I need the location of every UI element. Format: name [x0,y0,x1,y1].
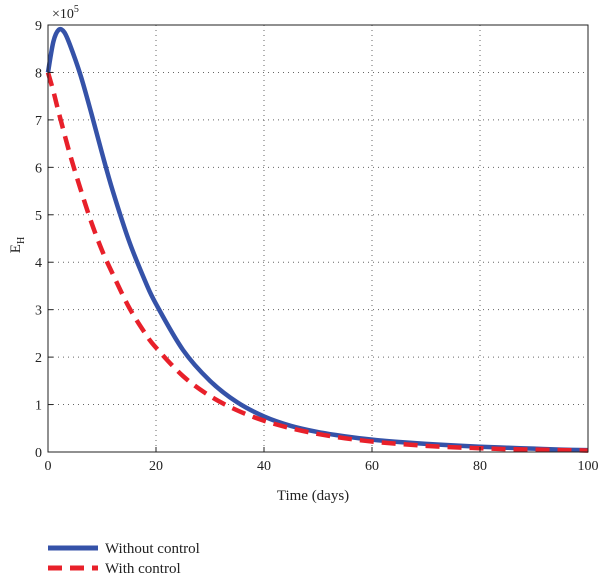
plot-frame [47,24,589,453]
svg-text:EH: EH [8,237,27,253]
x-tick-label: 20 [149,459,163,474]
y-tick-label: 6 [35,161,42,176]
y-axis-label: EH [8,237,27,253]
y-tick-label: 5 [35,209,42,224]
y-tick-label: 4 [35,256,42,271]
y-tick-label: 1 [35,399,42,414]
y-tick-label: 8 [35,66,42,81]
y-axis-label-subscript: H [16,237,27,244]
axis-ticks: 0 20 40 60 80 100 0 1 2 3 4 5 6 7 8 9 [35,19,599,474]
y-tick-label: 3 [35,304,42,319]
legend-label-without-control: Without control [105,541,200,557]
x-tick-label: 80 [473,459,487,474]
x-tick-label: 40 [257,459,271,474]
legend: Without control With control [48,541,200,577]
y-tick-label: 2 [35,351,42,366]
y-tick-label: 9 [35,19,42,34]
y-tick-label: 0 [35,446,42,461]
series-lines [45,26,589,453]
legend-label-with-control: With control [105,561,181,577]
y-axis-label-main: E [8,244,24,253]
x-axis-label: Time (days) [277,488,349,504]
x-tick-label: 60 [365,459,379,474]
y-tick-label: 7 [35,114,42,129]
series-line-without-control [45,26,589,453]
y-axis-multiplier: ×105 [52,4,79,22]
x-tick-label: 100 [578,459,599,474]
series-line-with-control [45,71,589,453]
x-tick-label: 0 [45,459,52,474]
